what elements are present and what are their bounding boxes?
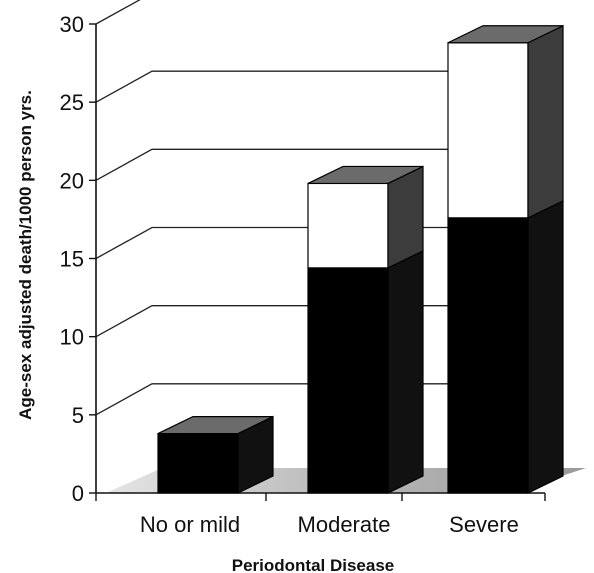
bar-segment-side [387, 165, 424, 269]
bar-segment [307, 267, 389, 494]
bar-segment [307, 182, 389, 269]
gridline [95, 70, 545, 103]
y-tick-label: 25 [60, 90, 84, 115]
bar-segment-side [527, 24, 564, 219]
bar-segment-side [387, 249, 424, 494]
bar-segment-side [527, 199, 564, 494]
y-tick-label: 10 [60, 325, 84, 350]
gridline [95, 0, 141, 25]
y-tick-label: 0 [72, 481, 84, 506]
bar-top [307, 165, 424, 185]
y-axis-title: Age-sex adjusted death/1000 person yrs. [16, 90, 35, 420]
x-category-labels: No or mild Moderate Severe [140, 512, 519, 537]
bar-segment [157, 432, 239, 494]
y-tick-label: 30 [60, 12, 84, 37]
bar-segment [447, 217, 529, 494]
y-tick-label: 5 [72, 403, 84, 428]
y-tick-label: 15 [60, 247, 84, 272]
bars [157, 24, 564, 494]
bar-top [447, 25, 564, 44]
bar-segment [447, 42, 529, 219]
x-category-label: No or mild [140, 512, 240, 537]
x-axis-title: Periodontal Disease [232, 556, 395, 573]
y-tick-labels: 0 5 10 15 20 25 30 [60, 12, 84, 506]
x-category-label: Severe [449, 512, 519, 537]
y-tick-label: 20 [60, 168, 84, 193]
x-category-label: Moderate [298, 512, 391, 537]
gridline [95, 148, 545, 181]
bar-top [157, 415, 274, 435]
